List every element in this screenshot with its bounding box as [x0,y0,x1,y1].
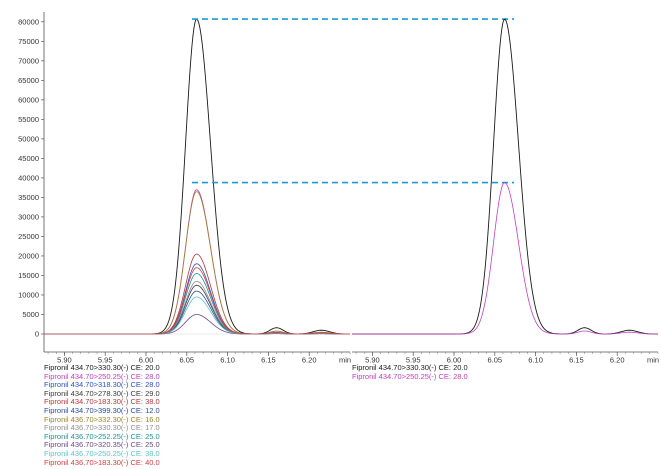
y-tick-label: 25000 [18,232,39,241]
x-tick-label: 6.00 [139,356,154,365]
y-tick-label: 50000 [18,134,39,143]
legend-entry: Fipronil 434.70>183.30(-) CE: 38.0 [44,397,160,407]
y-tick-label: 0 [35,330,39,339]
legend-entry: Fipronil 436.70>252.25(-) CE: 25.0 [44,431,160,441]
x-tick-label: 5.90 [365,356,380,365]
y-tick-label: 5000 [22,310,39,319]
legend-entry: Fipronil 436.70>332.30(-) CE: 16.0 [44,414,160,424]
legend-entry: Fipronil 434.70>399.30(-) CE: 12.0 [44,405,160,415]
series-trace [44,189,351,335]
legend-entry: Fipronil 434.70>330.30(-) CE: 20.0 [44,363,160,372]
x-axis-unit-label: min [339,356,351,365]
legend-entry: Fipronil 434.70>318.30(-) CE: 28.0 [44,380,160,390]
legend-entry: Fipronil 434.70>250.25(-) CE: 28.0 [352,371,468,381]
series-trace [44,267,350,335]
series-trace [44,18,350,335]
series-trace [44,280,350,335]
y-tick-label: 40000 [18,173,39,182]
series-trace [352,18,658,335]
right-legend: Fipronil 434.70>330.30(-) CE: 20.0 Fipron… [352,363,468,381]
series-trace [44,263,350,335]
series-trace [44,284,350,335]
x-axis-unit-label: min [647,356,659,365]
y-tick-label: 60000 [18,95,39,104]
y-tick-label: 70000 [18,56,39,65]
series-trace [44,290,350,335]
x-tick-label: 6.00 [447,356,462,365]
series-trace [44,314,350,335]
x-tick-label: 6.05 [179,356,194,365]
legend-entry: Fipronil 434.70>278.30(-) CE: 29.0 [44,388,160,398]
x-tick-label: 6.10 [220,356,235,365]
y-tick-label: 35000 [18,193,39,202]
x-tick-label: 5.90 [57,356,72,365]
y-tick-label: 45000 [18,154,39,163]
y-tick-label: 30000 [18,212,39,221]
y-tick-label: 75000 [18,37,39,46]
series-trace [44,273,350,335]
series-trace [44,296,350,335]
y-tick-label: 55000 [18,115,39,124]
x-tick-label: 6.05 [487,356,502,365]
right-panel: 5.90 5.95 6.00 6.05 6.10 6.15 6.20 min [352,18,659,365]
y-tick-label: 65000 [18,76,39,85]
x-tick-label: 5.95 [98,356,113,365]
legend-entry: Fipronil 434.70>330.30(-) CE: 20.0 [352,363,468,372]
series-trace [352,182,659,335]
legend-entry: Fipronil 436.70>250.25(-) CE: 38.0 [44,448,160,458]
x-tick-label: 6.20 [302,356,317,365]
legend-entry: Fipronil 436.70>183.30(-) CE: 40.0 [44,457,160,467]
y-tick-label: 10000 [18,290,39,299]
x-tick-label: 6.20 [610,356,625,365]
y-tick-label: 80000 [18,17,39,26]
y-tick-label: 15000 [18,271,39,280]
legend-entry: Fipronil 434.70>250.25(-) CE: 28.0 [44,371,160,381]
series-trace [44,253,350,335]
series-trace [44,191,351,335]
y-tick-label: 20000 [18,251,39,260]
x-tick-label: 6.15 [569,356,584,365]
legend-entry: Fipronil 436.70>320.35(-) CE: 25.0 [44,440,160,450]
x-tick-label: 6.10 [528,356,543,365]
legend-entry: Fipronil 436.70>330.30(-) CE: 17.0 [44,423,160,433]
left-panel: 0 5000 10000 15000 20000 25000 30000 35000 40000… [18,12,514,365]
x-tick-label: 5.95 [406,356,421,365]
x-tick-label: 6.15 [261,356,276,365]
left-legend: Fipronil 434.70>330.30(-) CE: 20.0 Fipron… [44,363,160,467]
